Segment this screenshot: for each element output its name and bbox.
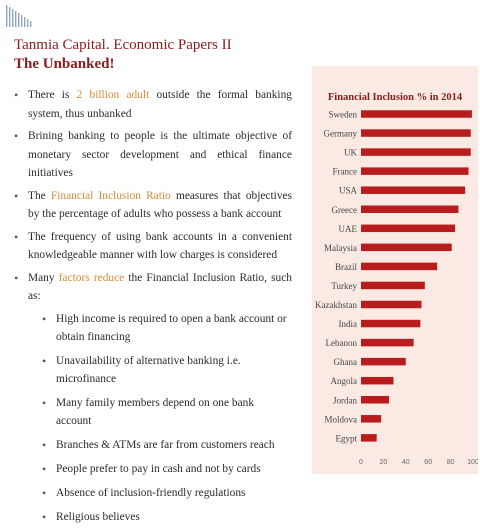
bar (361, 338, 414, 347)
x-tick-label: 40 (402, 459, 410, 466)
page-title: Tanmia Capital. Economic Papers II (14, 37, 232, 53)
category-label: Germany (324, 129, 358, 139)
highlight-text: 2 billion adult (76, 89, 150, 101)
chart-panel: Financial Inclusion % in 2014 Sweden Germa… (312, 66, 478, 474)
bar (361, 262, 438, 271)
bullet-item: Brining banking to people is the ultimat… (10, 127, 292, 183)
highlight-text: factors reduce (58, 271, 125, 284)
bar (361, 224, 456, 233)
bullet-list: There is 2 billion adult outside the for… (10, 86, 292, 532)
category-label: Malaysia (324, 243, 357, 253)
bullet-item: Many factors reduce the Financial Inclus… (10, 269, 292, 526)
sub-bullet-item: Branches & ATMs are far from customers r… (38, 436, 292, 454)
category-label: Lebanon (326, 338, 358, 348)
category-label: India (339, 319, 358, 329)
bar (361, 148, 471, 156)
bullet-item: There is 2 billion adult outside the for… (10, 86, 292, 123)
sub-bullet-item: People prefer to pay in cash and not by … (38, 460, 292, 478)
bar (361, 357, 406, 366)
bar (361, 205, 459, 213)
x-tick-label: 100 (467, 459, 478, 466)
financial-inclusion-chart: Financial Inclusion % in 2014 Sweden Germa… (315, 92, 478, 466)
bar (361, 129, 471, 137)
category-label: Sweden (329, 110, 358, 120)
bar (361, 186, 466, 194)
page-subtitle: The Unbanked! (14, 56, 115, 72)
sub-bullet-item: High income is required to open a bank a… (38, 310, 292, 346)
category-label: Brazil (335, 262, 357, 272)
sub-bullet-item: Unavailability of alternative banking i.… (38, 352, 292, 388)
category-label: Kazakhstan (315, 300, 357, 310)
category-label: France (333, 167, 358, 177)
sub-bullet-item: Absence of inclusion-friendly regulation… (38, 484, 292, 502)
category-label: UK (344, 148, 357, 158)
category-label: Egypt (336, 433, 358, 443)
bar (361, 167, 469, 175)
x-tick-label: 20 (380, 459, 388, 466)
bar (361, 396, 389, 404)
tanmia-logo (6, 5, 32, 27)
category-label: Angola (331, 376, 358, 386)
bar (361, 415, 382, 423)
sub-bullet-item: Religious believes (38, 508, 292, 526)
category-label: USA (339, 186, 358, 196)
bullet-item: The frequency of using bank accounts in … (10, 228, 292, 265)
bar (361, 243, 452, 252)
bullet-item: The Financial Inclusion Ratio measures t… (10, 187, 292, 224)
bar (361, 319, 421, 328)
category-label: UAE (339, 224, 358, 234)
highlight-text: Financial Inclusion Ratio (50, 189, 171, 202)
bar (361, 434, 377, 442)
bar (361, 376, 394, 385)
x-tick-label: 60 (424, 459, 432, 466)
category-label: Moldova (325, 414, 358, 424)
bar (361, 281, 425, 290)
x-tick-label: 0 (359, 459, 363, 466)
sub-bullet-item: Many family members depend on one bank a… (38, 394, 292, 430)
category-label: Jordan (333, 395, 357, 405)
category-label: Ghana (334, 357, 358, 367)
sub-bullet-list: High income is required to open a bank a… (28, 310, 292, 526)
bar (361, 110, 472, 118)
category-label: Turkey (331, 281, 357, 291)
bar (361, 300, 422, 309)
category-label: Greece (332, 205, 357, 215)
x-tick-label: 80 (447, 459, 455, 466)
chart-title: Financial Inclusion % in 2014 (328, 92, 463, 103)
